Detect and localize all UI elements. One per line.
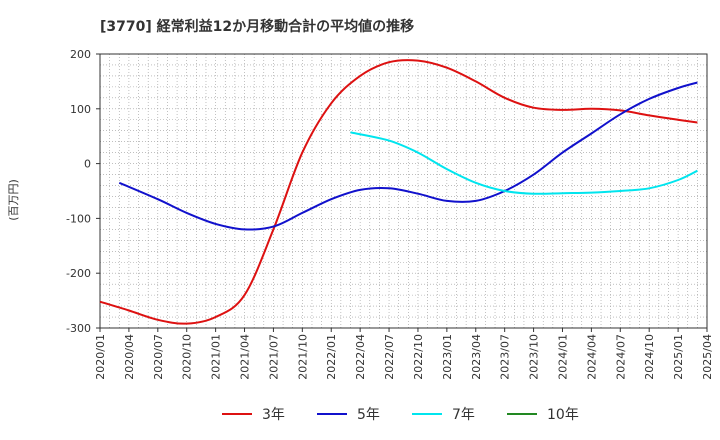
legend-label-1: 3年 [262, 407, 285, 423]
x-tick-label: 2020/01 [94, 334, 107, 380]
legend-label-2: 5年 [357, 407, 380, 423]
x-tick-label: 2025/01 [672, 334, 685, 380]
x-tick-label: 2024/04 [585, 334, 598, 380]
y-tick-labels: 200 100 0 -100 -200 -300 [66, 48, 100, 335]
y-tick-label: -200 [66, 267, 91, 280]
x-tick-label: 2020/07 [152, 334, 165, 380]
x-tick-label: 2024/01 [556, 334, 569, 380]
chart-title: [3770] 経常利益12か月移動合計の平均値の推移 [100, 18, 414, 35]
series-line-2 [118, 81, 698, 231]
y-tick-label: 200 [70, 48, 91, 61]
x-tick-label: 2022/10 [412, 334, 425, 380]
x-tick-label: 2024/07 [614, 334, 627, 380]
x-tick-label: 2025/04 [701, 334, 714, 380]
legend-label-3: 7年 [452, 407, 475, 423]
x-tick-label: 2020/04 [123, 334, 136, 380]
series-line-3 [350, 131, 698, 195]
x-tick-label: 2022/04 [354, 334, 367, 380]
series-line-1 [99, 59, 698, 325]
x-tick-label: 2021/04 [239, 334, 252, 380]
series-lines [99, 59, 698, 325]
x-tick-label: 2024/10 [643, 334, 656, 380]
x-tick-label: 2022/01 [325, 334, 338, 380]
x-tick-label: 2020/10 [181, 334, 194, 380]
x-tick-label: 2021/10 [296, 334, 309, 380]
x-tick-label: 2023/04 [470, 334, 483, 380]
x-tick-label: 2022/07 [383, 334, 396, 380]
y-tick-label: 0 [84, 158, 91, 171]
y-axis-label: (百万円) [7, 179, 20, 221]
x-tick-label: 2021/07 [267, 334, 280, 380]
y-tick-label: -100 [66, 212, 91, 225]
plot-frame [99, 53, 708, 329]
y-tick-label: 100 [70, 103, 91, 116]
legend: 3年 5年 7年 10年 [222, 407, 579, 423]
legend-label-4: 10年 [547, 407, 579, 423]
x-tick-label: 2023/10 [528, 334, 541, 380]
x-tick-labels: 2020/01 2020/04 2020/07 2020/10 2021/01 2021/… [94, 328, 714, 380]
grid [100, 54, 707, 328]
y-tick-label: -300 [66, 322, 91, 335]
x-tick-label: 2021/01 [210, 334, 223, 380]
x-tick-label: 2023/07 [499, 334, 512, 380]
x-tick-label: 2023/01 [441, 334, 454, 380]
